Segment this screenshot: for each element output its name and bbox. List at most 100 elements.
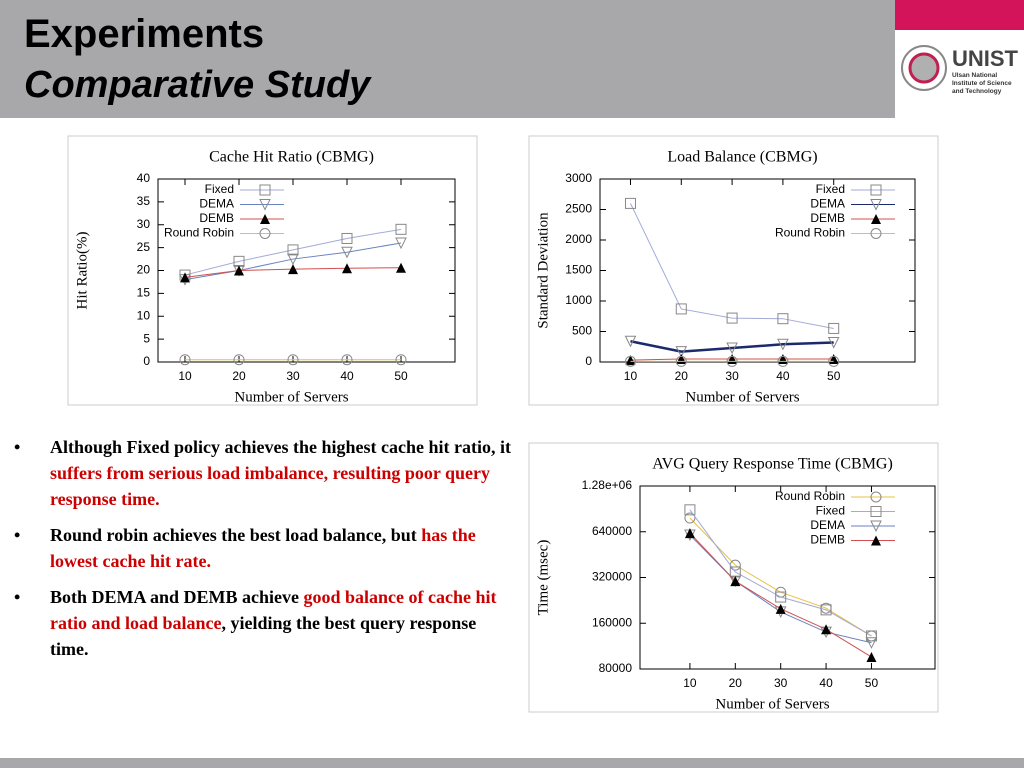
marker — [870, 506, 882, 517]
marker — [821, 624, 832, 635]
legend-label: DEMA — [810, 197, 845, 211]
y-tick-label: 0 — [143, 354, 150, 368]
marker — [259, 228, 271, 239]
marker — [870, 491, 882, 503]
legend-label: Fixed — [205, 182, 234, 196]
x-tick-label: 50 — [865, 676, 879, 690]
marker — [870, 184, 882, 196]
marker — [341, 246, 353, 259]
y-tick-label: 1000 — [565, 293, 592, 307]
series-line — [630, 340, 834, 353]
y-tick-label: 3000 — [565, 171, 592, 185]
marker — [870, 199, 882, 211]
x-axis-label: Number of Servers — [685, 389, 799, 405]
legend-label: DEMB — [810, 211, 845, 225]
bullet: Both DEMA and DEMB achieve good balance … — [10, 584, 515, 662]
y-axis-label: Time (msec) — [535, 540, 551, 616]
marker — [870, 228, 882, 239]
accent-strip — [895, 0, 1024, 30]
marker — [624, 335, 637, 348]
y-axis-label: Hit Ratio(%) — [74, 232, 90, 310]
y-tick-label: 160000 — [592, 615, 632, 629]
marker — [234, 265, 244, 276]
marker — [777, 355, 789, 367]
logo: UNIST Ulsan National Institute of Scienc… — [901, 45, 1019, 95]
marker — [395, 223, 407, 235]
marker — [625, 355, 636, 366]
y-tick-label: 0 — [585, 354, 592, 368]
marker — [287, 354, 299, 366]
y-tick-label: 2000 — [565, 232, 592, 246]
marker — [624, 197, 636, 209]
y-tick-label: 2500 — [565, 202, 592, 216]
marker — [180, 272, 190, 283]
marker — [820, 604, 832, 616]
slide-subtitle: Comparative Study — [24, 64, 371, 106]
chart-title: Load Balance (CBMG) — [667, 149, 817, 166]
legend-label: Round Robin — [775, 226, 845, 240]
y-tick-label: 80000 — [599, 661, 633, 675]
bullet-text: Although Fixed policy achieves the highe… — [50, 437, 511, 457]
x-axis-label: Number of Servers — [715, 696, 829, 712]
legend-label: Round Robin — [775, 489, 845, 503]
bullet-text: suffers from serious load imbalance, res… — [50, 463, 490, 509]
logo-name: UNIST — [952, 46, 1019, 71]
y-tick-label: 640000 — [592, 524, 632, 538]
chart-title: AVG Query Response Time (CBMG) — [652, 456, 893, 473]
slide-title: Experiments — [24, 12, 265, 56]
marker — [624, 355, 636, 367]
marker — [726, 342, 738, 355]
marker — [395, 237, 407, 250]
x-tick-label: 40 — [819, 676, 833, 690]
marker — [675, 346, 688, 358]
y-tick-label: 35 — [137, 194, 151, 208]
x-tick-label: 30 — [286, 369, 300, 383]
marker — [675, 355, 687, 367]
marker — [684, 504, 696, 516]
x-axis-label: Number of Servers — [234, 389, 348, 405]
marker — [342, 263, 352, 274]
marker — [288, 264, 298, 275]
series-line — [184, 242, 402, 281]
marker — [777, 313, 789, 325]
marker — [870, 520, 882, 533]
bullet-text: good balance of cache hit ratio and load… — [50, 587, 497, 633]
x-tick-label: 10 — [683, 676, 697, 690]
footer-bar — [0, 758, 1024, 768]
legend-label: DEMA — [199, 197, 234, 211]
marker — [684, 512, 696, 524]
marker — [233, 354, 245, 366]
marker — [866, 651, 877, 662]
y-tick-label: 5 — [143, 331, 150, 345]
x-tick-label: 40 — [776, 369, 790, 383]
marker — [341, 232, 353, 244]
legend-label: DEMB — [810, 533, 845, 547]
legend-label: Fixed — [816, 182, 845, 196]
marker — [871, 214, 881, 224]
x-tick-label: 30 — [774, 676, 788, 690]
marker — [726, 355, 738, 367]
marker — [828, 355, 840, 367]
y-tick-label: 40 — [137, 171, 151, 185]
marker — [287, 253, 299, 266]
x-tick-label: 10 — [178, 369, 192, 383]
y-axis-label: Standard Deviation — [535, 212, 551, 329]
legend-label: DEMA — [810, 518, 845, 532]
y-tick-label: 1500 — [565, 263, 592, 277]
marker — [179, 354, 191, 366]
bullet-text: Both DEMA and DEMB achieve — [50, 587, 304, 607]
marker — [395, 354, 407, 366]
bullet-text: has the lowest cache hit rate. — [50, 525, 476, 571]
legend-label: DEMB — [199, 211, 234, 225]
marker — [730, 576, 741, 587]
marker — [827, 336, 840, 349]
marker — [260, 214, 270, 224]
y-tick-label: 500 — [572, 324, 592, 338]
marker — [259, 184, 271, 196]
marker — [777, 338, 789, 351]
bullet-text: Round robin achieves the best load balan… — [50, 525, 422, 545]
y-tick-label: 320000 — [592, 570, 632, 584]
logo-tagline: Ulsan National Institute of Science and … — [952, 72, 1012, 95]
marker — [675, 303, 687, 315]
